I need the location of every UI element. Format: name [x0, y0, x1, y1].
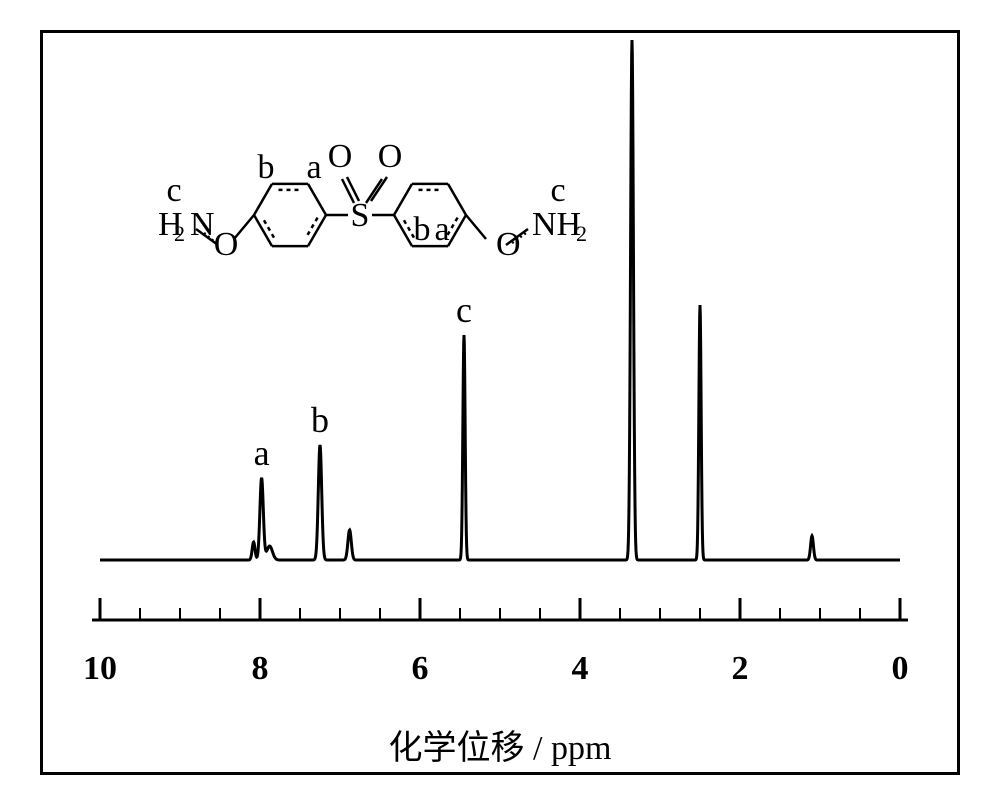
x-tick-2: 2: [710, 650, 770, 688]
svg-text:O: O: [378, 138, 403, 175]
x-tick-0: 0: [870, 650, 930, 688]
x-axis-label: 化学位移 / ppm: [0, 720, 1000, 769]
peak-label-b: b: [300, 399, 340, 441]
svg-text:b: b: [414, 211, 431, 248]
chemical-structure: SOOOH2NcONH2cabab: [100, 95, 620, 305]
x-tick-8: 8: [230, 650, 290, 688]
svg-text:a: a: [306, 149, 321, 186]
svg-text:a: a: [434, 211, 449, 248]
svg-text:c: c: [550, 172, 565, 209]
svg-text:2: 2: [174, 221, 185, 246]
x-tick-6: 6: [390, 650, 450, 688]
svg-text:N: N: [190, 206, 215, 243]
peak-label-a: a: [242, 432, 282, 474]
svg-text:NH: NH: [532, 206, 581, 243]
x-tick-10: 10: [70, 650, 130, 688]
svg-text:b: b: [258, 149, 275, 186]
x-tick-4: 4: [550, 650, 610, 688]
svg-text:O: O: [328, 138, 353, 175]
svg-text:2: 2: [576, 221, 587, 246]
svg-text:c: c: [166, 172, 181, 209]
